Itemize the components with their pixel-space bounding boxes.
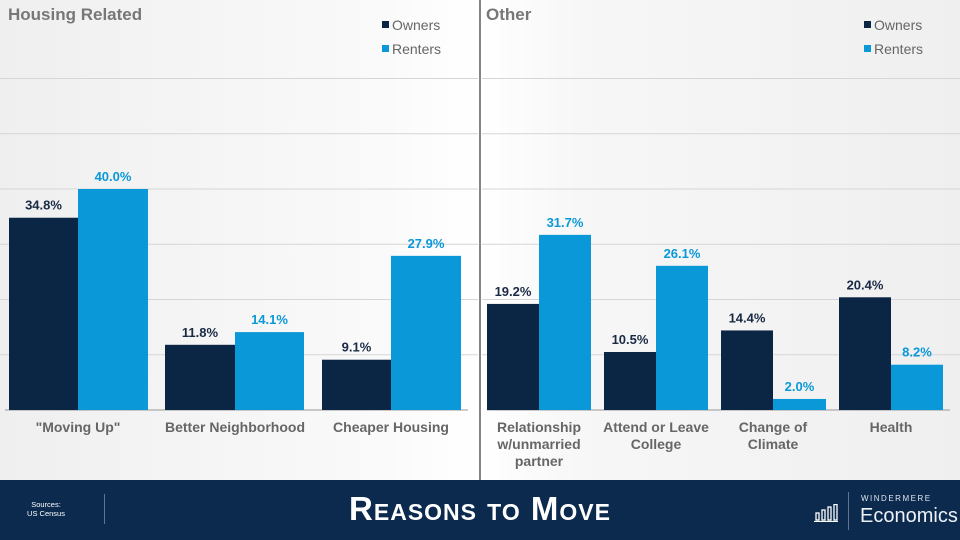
sources-value: US Census bbox=[27, 509, 65, 518]
data-label-owners: 20.4% bbox=[847, 277, 884, 292]
bar-renters bbox=[78, 189, 148, 410]
divider bbox=[104, 494, 105, 524]
data-label-renters: 31.7% bbox=[547, 215, 584, 230]
data-label-renters: 2.0% bbox=[785, 379, 815, 394]
footer-bar: Sources: US Census Reasons to Move WINDE… bbox=[0, 480, 960, 540]
sources: Sources: US Census bbox=[20, 500, 72, 518]
legend-label-renters: Renters bbox=[392, 41, 441, 57]
chart-title: Other bbox=[486, 5, 532, 24]
bar-renters bbox=[891, 364, 943, 410]
bar-renters bbox=[773, 398, 826, 410]
legend-label-owners: Owners bbox=[392, 17, 440, 33]
data-label-owners: 14.4% bbox=[729, 310, 766, 325]
data-label-renters: 27.9% bbox=[408, 236, 445, 251]
bar-owners bbox=[721, 330, 773, 410]
category-label: Attend or Leave bbox=[603, 419, 709, 435]
bar-renters bbox=[656, 265, 708, 410]
bar-owners bbox=[604, 351, 656, 410]
data-label-renters: 26.1% bbox=[664, 246, 701, 261]
legend-label-owners: Owners bbox=[874, 17, 922, 33]
data-label-owners: 19.2% bbox=[495, 284, 532, 299]
category-label: Climate bbox=[748, 436, 799, 452]
legend-swatch-owners bbox=[382, 21, 389, 28]
data-label-renters: 8.2% bbox=[902, 345, 932, 360]
bar-chart-logo-icon bbox=[814, 504, 838, 522]
brand-top: WINDERMERE bbox=[861, 494, 932, 503]
data-label-owners: 10.5% bbox=[612, 332, 649, 347]
bar-owners bbox=[9, 217, 78, 410]
sources-label: Sources: bbox=[31, 500, 61, 509]
bar-renters bbox=[539, 234, 591, 410]
data-label-owners: 9.1% bbox=[342, 340, 372, 355]
data-label-owners: 34.8% bbox=[25, 198, 62, 213]
category-label: partner bbox=[515, 453, 564, 469]
slide-title: Reasons to Move bbox=[349, 490, 611, 527]
legend-swatch-renters bbox=[382, 45, 389, 52]
category-label: Change of bbox=[739, 419, 808, 435]
category-label: Better Neighborhood bbox=[165, 419, 305, 435]
legend-label-renters: Renters bbox=[874, 41, 923, 57]
data-label-owners: 11.8% bbox=[182, 325, 219, 340]
chart-area: Housing Related Owners Renters 34.8% 40.0% "M… bbox=[0, 0, 960, 480]
logo-divider bbox=[848, 492, 849, 530]
legend-swatch-renters bbox=[864, 45, 871, 52]
category-label: College bbox=[631, 436, 682, 452]
legend-swatch-owners bbox=[864, 21, 871, 28]
category-label: Health bbox=[870, 419, 913, 435]
bar-owners bbox=[839, 297, 891, 410]
category-label: Relationship bbox=[497, 419, 581, 435]
category-label: Cheaper Housing bbox=[333, 419, 449, 435]
bar-owners bbox=[165, 344, 235, 410]
category-label: "Moving Up" bbox=[36, 419, 121, 435]
bar-renters bbox=[391, 255, 461, 410]
data-label-renters: 14.1% bbox=[251, 312, 288, 327]
bar-owners bbox=[487, 303, 539, 410]
brand-bottom: Economics bbox=[860, 505, 958, 527]
chart-title: Housing Related bbox=[8, 5, 142, 24]
bar-owners bbox=[322, 359, 391, 410]
data-label-renters: 40.0% bbox=[95, 169, 132, 184]
charts-svg: Housing Related Owners Renters 34.8% 40.0% "M… bbox=[0, 0, 960, 480]
bar-renters bbox=[235, 332, 304, 410]
category-label: w/unmarried bbox=[496, 436, 580, 452]
